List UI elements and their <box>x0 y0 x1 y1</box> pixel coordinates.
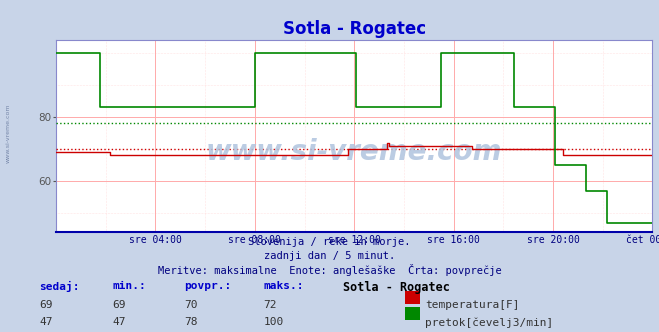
Text: 47: 47 <box>40 317 53 327</box>
Text: 69: 69 <box>40 300 53 310</box>
Text: www.si-vreme.com: www.si-vreme.com <box>5 103 11 163</box>
Text: pretok[čevelj3/min]: pretok[čevelj3/min] <box>425 317 554 328</box>
Text: maks.:: maks.: <box>264 281 304 290</box>
Text: 100: 100 <box>264 317 284 327</box>
Text: sedaj:: sedaj: <box>40 281 80 291</box>
Text: 78: 78 <box>185 317 198 327</box>
Text: Meritve: maksimalne  Enote: anglešaške  Črta: povprečje: Meritve: maksimalne Enote: anglešaške Čr… <box>158 264 501 276</box>
Text: Sotla - Rogatec: Sotla - Rogatec <box>343 281 449 293</box>
Title: Sotla - Rogatec: Sotla - Rogatec <box>283 20 426 38</box>
Text: zadnji dan / 5 minut.: zadnji dan / 5 minut. <box>264 251 395 261</box>
Text: Slovenija / reke in morje.: Slovenija / reke in morje. <box>248 237 411 247</box>
Text: 69: 69 <box>112 300 125 310</box>
Text: 47: 47 <box>112 317 125 327</box>
Text: povpr.:: povpr.: <box>185 281 232 290</box>
Text: temperatura[F]: temperatura[F] <box>425 300 519 310</box>
Text: 70: 70 <box>185 300 198 310</box>
Text: min.:: min.: <box>112 281 146 290</box>
Text: www.si-vreme.com: www.si-vreme.com <box>206 137 502 166</box>
Text: 72: 72 <box>264 300 277 310</box>
